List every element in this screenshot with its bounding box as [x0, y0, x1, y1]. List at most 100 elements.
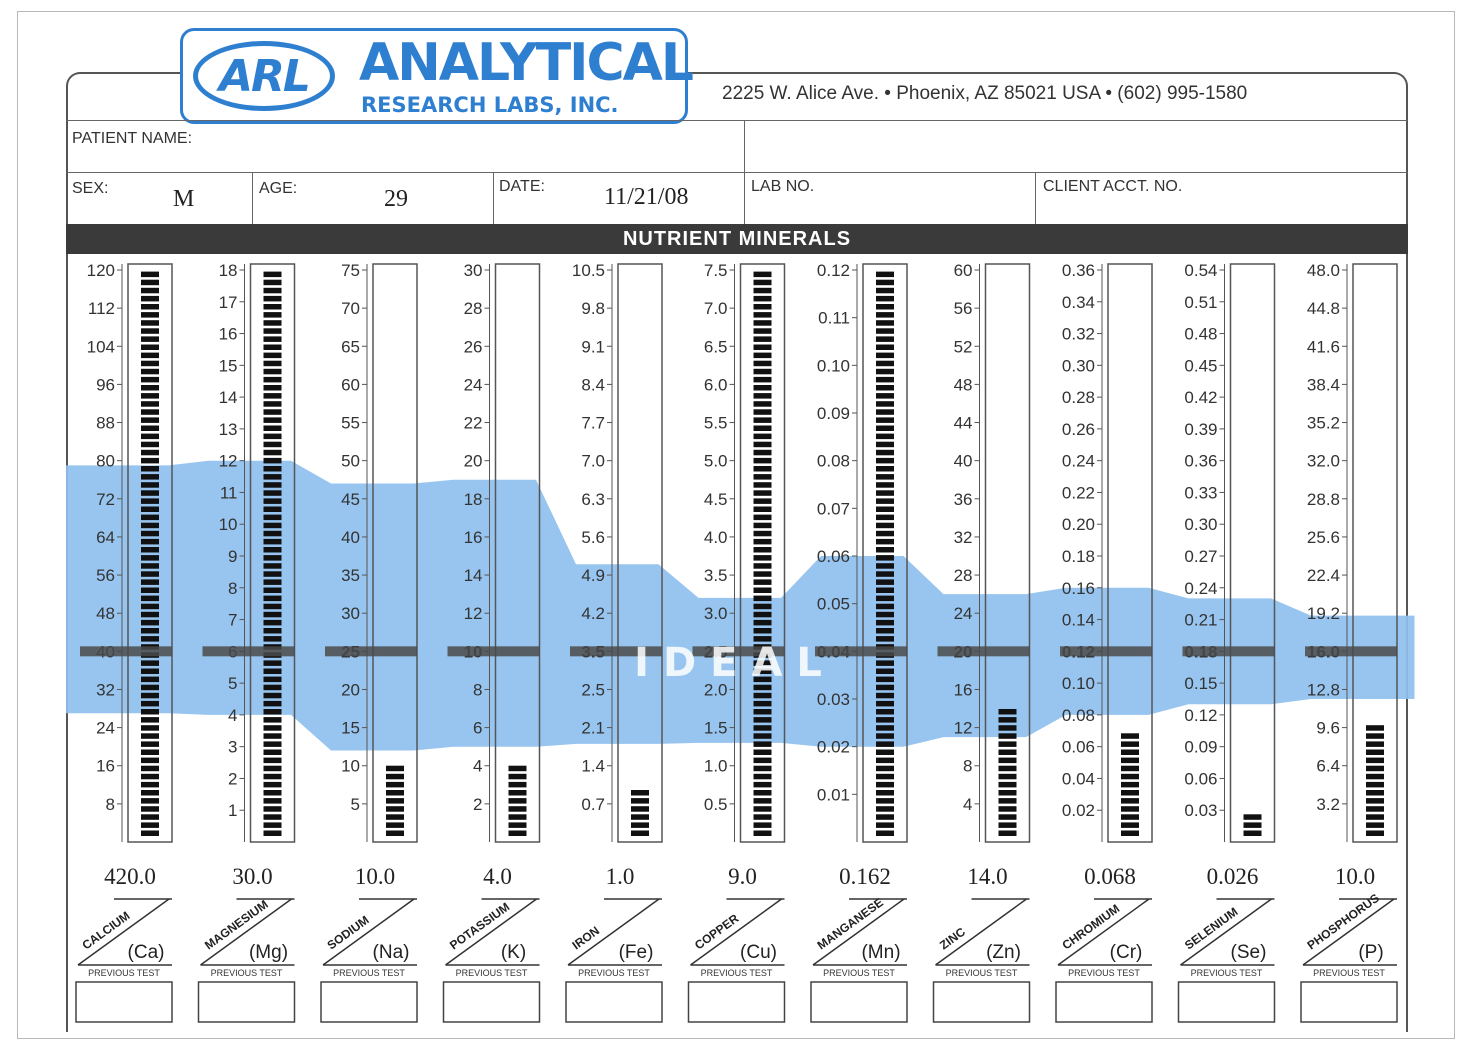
result-bar-segment	[876, 304, 894, 310]
result-bar-segment	[876, 676, 894, 683]
previous-test-box	[197, 981, 296, 1023]
tick-label: 0.5	[704, 795, 728, 814]
result-bar-segment	[1366, 733, 1384, 739]
result-bar-segment	[141, 433, 159, 440]
result-bar-segment	[141, 506, 159, 512]
tick-label: 45	[341, 490, 360, 509]
tick-label: 32.0	[1307, 452, 1340, 471]
result-bar-segment	[876, 781, 894, 788]
tick-label: 0.18	[1062, 547, 1095, 566]
logo-name: ANALYTICAL	[359, 33, 694, 93]
tick-label: 5.0	[704, 452, 728, 471]
result-bar-segment	[876, 668, 894, 674]
result-bar-segment	[141, 538, 159, 545]
result-bar-segment	[753, 522, 772, 529]
result-bar-segment	[753, 781, 772, 788]
result-bar-segment	[753, 368, 772, 375]
result-bar-segment	[386, 765, 404, 772]
result-bar-segment	[753, 749, 772, 755]
tick-label: 72	[96, 490, 115, 509]
result-bar-segment	[263, 700, 282, 707]
result-bar-segment	[753, 514, 772, 521]
tube-outline	[494, 263, 541, 843]
tick-label: 12	[219, 452, 238, 471]
result-bar-segment	[141, 482, 159, 488]
tick-label: 1.5	[704, 719, 728, 738]
tick-label: 0.24	[1184, 579, 1217, 598]
tick-label: 0.48	[1184, 325, 1217, 344]
tick-label: 0.54	[1184, 261, 1217, 280]
result-bar-segment	[263, 457, 282, 464]
result-bar-segment	[263, 279, 282, 286]
result-bar-segment	[263, 336, 282, 342]
tube-outline	[862, 263, 908, 843]
result-bar-segment	[1121, 733, 1139, 739]
tick-label: 0.10	[1062, 674, 1095, 693]
tick-label: 2	[228, 769, 237, 788]
result-bar-segment	[876, 692, 894, 699]
result-bar-segment	[141, 765, 159, 772]
result-value: 30.0	[232, 864, 272, 889]
result-bar-segment	[876, 814, 894, 820]
tick-label: 13	[219, 420, 238, 439]
tick-label: 8	[473, 680, 482, 699]
result-bar-segment	[1243, 830, 1262, 836]
result-bar-segment	[876, 579, 894, 585]
tick-label: 9.8	[581, 299, 605, 318]
tick-label: 0.20	[1062, 515, 1095, 534]
result-bar-segment	[753, 360, 772, 367]
mineral-symbol: (Cu)	[740, 942, 777, 963]
result-value: 9.0	[728, 864, 757, 889]
tick-label: 6.0	[704, 375, 728, 394]
result-bar-segment	[386, 814, 404, 820]
tick-label: 4.5	[704, 490, 728, 509]
result-bar-segment	[876, 773, 894, 780]
tick-label: 20	[341, 680, 360, 699]
result-bar-segment	[753, 433, 772, 440]
result-bar-segment	[141, 781, 159, 788]
result-bar-segment	[876, 822, 894, 828]
ideal-mark	[202, 646, 295, 657]
tick-label: 0.08	[1062, 706, 1095, 725]
logo-mark: ARL	[193, 41, 335, 111]
result-bar-segment	[141, 692, 159, 699]
result-bar-segment	[753, 320, 772, 326]
tick-label: 6.3	[581, 490, 605, 509]
mineral-symbol: (K)	[501, 942, 526, 963]
result-bar-segment	[263, 401, 282, 407]
tick-label: 112	[88, 299, 115, 318]
result-bar-segment	[753, 595, 772, 602]
result-bar-segment	[753, 401, 772, 407]
result-bar-segment	[753, 271, 772, 278]
tube-outline	[984, 263, 1031, 843]
result-bar-segment	[753, 611, 772, 618]
result-bar-segment	[141, 457, 159, 464]
result-bar-segment	[753, 733, 772, 739]
result-bar-segment	[141, 385, 159, 391]
result-bar-segment	[753, 798, 772, 804]
tick-label: 19.2	[1307, 604, 1340, 623]
result-bar-segment	[753, 765, 772, 772]
result-bar-segment	[876, 563, 894, 569]
ideal-mark	[692, 646, 785, 657]
result-value: 10.0	[355, 864, 395, 889]
tick-label: 0.21	[1184, 611, 1217, 630]
result-bar-segment	[753, 814, 772, 820]
previous-test-label: PREVIOUS TEST	[946, 968, 1018, 978]
previous-test-label: PREVIOUS TEST	[1068, 968, 1140, 978]
result-bar-segment	[876, 725, 894, 731]
result-bar-segment	[876, 474, 894, 480]
result-bar-segment	[141, 798, 159, 804]
result-bar-segment	[876, 328, 894, 334]
result-bar-segment	[876, 506, 894, 512]
tick-label: 0.30	[1184, 515, 1217, 534]
tube-outline	[249, 263, 296, 843]
tick-label: 28.8	[1307, 490, 1340, 509]
previous-test-label: PREVIOUS TEST	[578, 968, 650, 978]
tick-label: 6.5	[704, 337, 728, 356]
tick-label: 35	[341, 566, 360, 585]
result-bar-segment	[141, 733, 159, 739]
result-bar-segment	[876, 595, 894, 602]
tick-label: 8	[228, 579, 237, 598]
result-bar-segment	[263, 538, 282, 545]
